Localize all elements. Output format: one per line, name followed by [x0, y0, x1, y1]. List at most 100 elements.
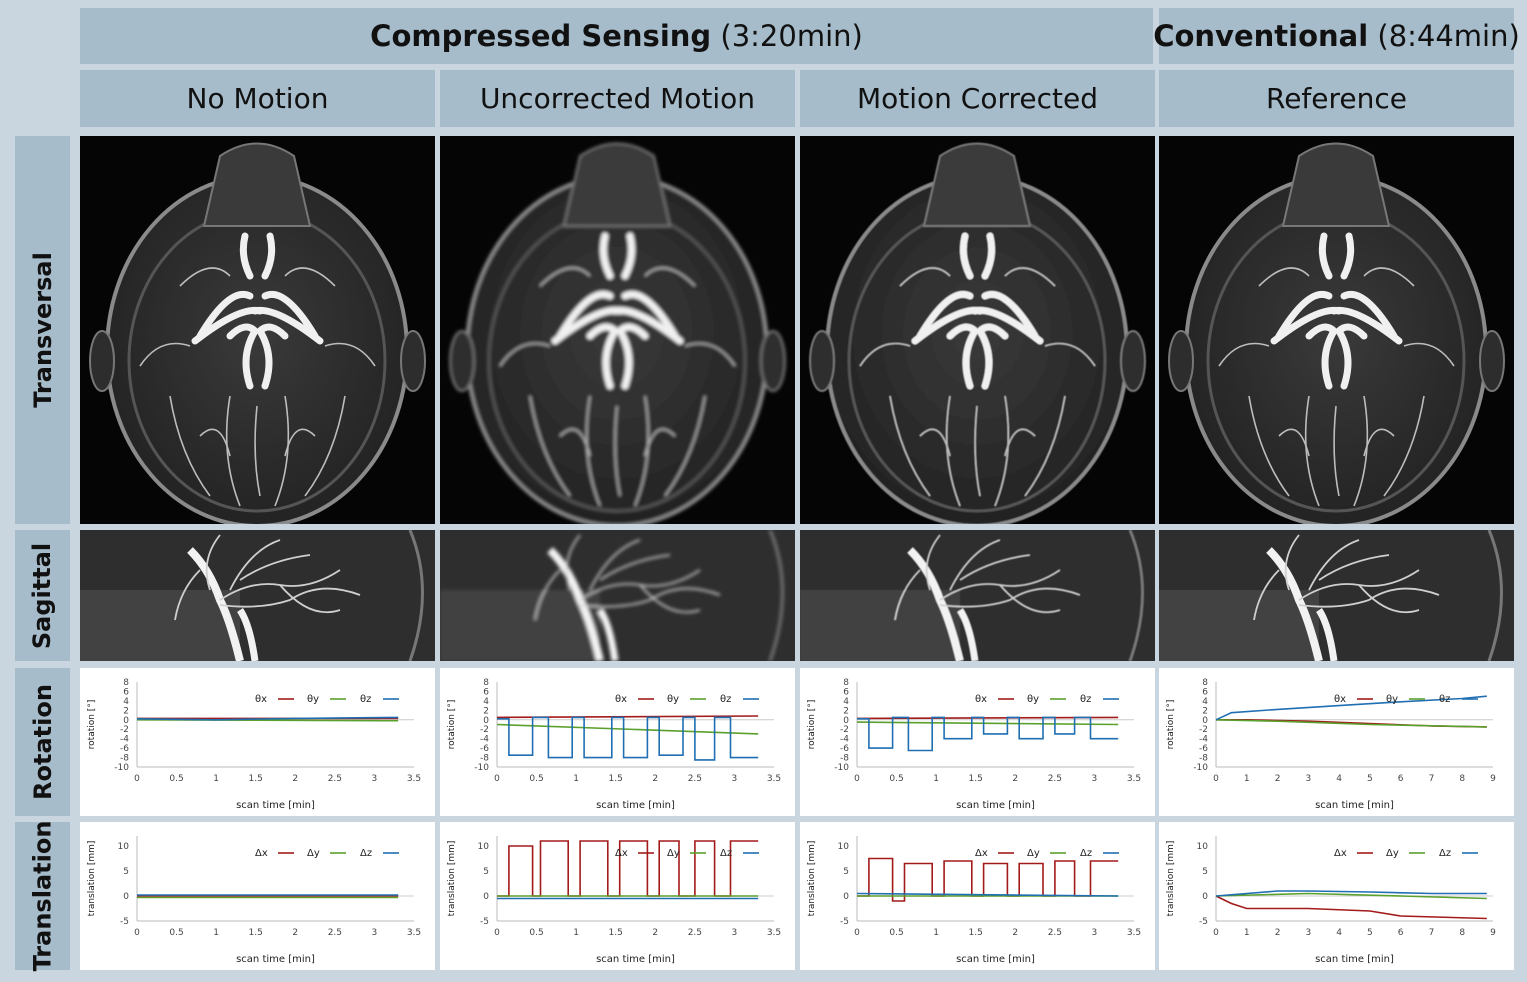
transversal-image-no-motion — [80, 136, 435, 524]
y-tick-label: -6 — [120, 744, 129, 754]
legend-label: θx — [1334, 694, 1346, 705]
legend-label: θz — [1439, 694, 1450, 705]
x-tick-label: 0 — [854, 774, 860, 784]
series-line-θy — [496, 723, 759, 735]
y-axis-label: rotation [°] — [807, 700, 817, 750]
x-axis-label: scan time [min] — [956, 954, 1035, 965]
x-tick-label: 3.5 — [1127, 774, 1141, 784]
x-tick-label: 2 — [1275, 928, 1281, 938]
y-tick-label: 6 — [1202, 687, 1208, 697]
x-tick-label: 0.5 — [169, 774, 183, 784]
legend-label: Δz — [360, 848, 372, 859]
legend-label: θz — [720, 694, 731, 705]
legend-label: Δx — [615, 848, 628, 859]
row-label-transversal: Transversal — [15, 136, 70, 524]
x-tick-label: 2 — [652, 774, 658, 784]
y-axis-label: translation [mm] — [87, 841, 97, 917]
x-tick-label: 2.5 — [328, 774, 342, 784]
legend-label: Δx — [975, 848, 988, 859]
x-tick-label: 2.5 — [1048, 928, 1062, 938]
x-tick-label: 0 — [854, 928, 860, 938]
x-tick-label: 0 — [134, 774, 140, 784]
column-header-no-motion: No Motion — [80, 70, 435, 127]
y-tick-label: -10 — [114, 763, 129, 773]
y-tick-label: 8 — [843, 678, 849, 688]
legend-label: θz — [360, 694, 371, 705]
x-tick-label: 6 — [1398, 928, 1404, 938]
x-tick-label: 0.5 — [529, 774, 543, 784]
rotation-plot-uncorrected-motion: 8 6 4 2 0 -2 -4 -6 -8 -10 0 0.5 1 1.5 2 2.5 3 3.5 scan tim… — [440, 668, 795, 816]
y-tick-label: -4 — [1199, 735, 1208, 745]
x-tick-label: 2 — [1275, 774, 1281, 784]
y-tick-label: -2 — [1199, 725, 1208, 735]
x-tick-label: 2 — [652, 928, 658, 938]
x-axis-label: scan time [min] — [1315, 954, 1394, 965]
transversal-image-uncorrected-motion — [440, 136, 795, 524]
y-tick-label: 8 — [123, 678, 129, 688]
rotation-plot-no-motion: 8 6 4 2 0 -2 -4 -6 -8 -10 0 0.5 1 1.5 2 2.5 3 3.5 scan tim… — [80, 668, 435, 816]
y-tick-label: -10 — [1193, 763, 1208, 773]
y-tick-label: 6 — [843, 687, 849, 697]
translation-plot-motion-corrected: 10 5 0 -5 0 0.5 1 1.5 2 2.5 3 3.5 scan time [min] tra… — [800, 822, 1155, 970]
x-tick-label: 1 — [573, 774, 579, 784]
x-tick-label: 1.5 — [609, 928, 623, 938]
x-tick-label: 3 — [1092, 928, 1098, 938]
row-label-sagittal: Sagittal — [15, 530, 70, 661]
sagittal-image-uncorrected-motion — [440, 530, 795, 661]
x-tick-label: 3.5 — [407, 774, 421, 784]
y-tick-label: 6 — [483, 687, 489, 697]
compressed-sensing-title: Compressed Sensing — [370, 19, 712, 53]
y-tick-label: -8 — [480, 754, 489, 764]
x-tick-label: 3.5 — [767, 928, 781, 938]
x-tick-label: 8 — [1459, 928, 1465, 938]
y-tick-label: -4 — [480, 735, 489, 745]
series-line-Δx — [857, 857, 1119, 902]
rotation-plot-motion-corrected: 8 6 4 2 0 -2 -4 -6 -8 -10 0 0.5 1 1.5 2 2.5 3 3.5 scan tim… — [800, 668, 1155, 816]
x-tick-label: 2.5 — [328, 928, 342, 938]
y-tick-label: -4 — [120, 735, 129, 745]
y-tick-label: 0 — [123, 892, 129, 902]
y-tick-label: 4 — [123, 697, 129, 707]
x-tick-label: 0 — [494, 928, 500, 938]
x-tick-label: 2.5 — [1048, 774, 1062, 784]
legend-label: Δz — [1080, 848, 1092, 859]
translation-plot-no-motion: 10 5 0 -5 0 0.5 1 1.5 2 2.5 3 3.5 scan time [min] tra… — [80, 822, 435, 970]
x-tick-label: 1.5 — [249, 774, 263, 784]
x-tick-label: 1 — [213, 928, 219, 938]
y-tick-label: -2 — [840, 725, 849, 735]
y-tick-label: 2 — [843, 706, 849, 716]
y-tick-label: 0 — [1202, 892, 1208, 902]
x-tick-label: 1.5 — [969, 774, 983, 784]
sagittal-image-motion-corrected — [800, 530, 1155, 661]
series-line-θz — [136, 716, 399, 721]
legend-label: Δy — [1027, 848, 1040, 859]
x-tick-label: 2 — [1012, 774, 1018, 784]
y-tick-label: 10 — [118, 842, 130, 852]
x-tick-label: 1 — [573, 928, 579, 938]
legend-label: Δz — [720, 848, 732, 859]
x-tick-label: 0 — [1213, 774, 1219, 784]
y-tick-label: 10 — [838, 842, 850, 852]
column-header-motion-corrected: Motion Corrected — [800, 70, 1155, 127]
column-header-reference: Reference — [1159, 70, 1514, 127]
transversal-image-motion-corrected — [800, 136, 1155, 524]
x-axis-label: scan time [min] — [596, 800, 675, 811]
legend-label: θx — [255, 694, 267, 705]
y-tick-label: -4 — [840, 735, 849, 745]
legend-label: θy — [307, 694, 319, 705]
y-tick-label: 8 — [483, 678, 489, 688]
y-tick-label: -10 — [834, 763, 849, 773]
sagittal-image-reference — [1159, 530, 1514, 661]
x-tick-label: 2 — [1012, 928, 1018, 938]
y-tick-label: -8 — [840, 754, 849, 764]
legend-label: Δz — [1439, 848, 1451, 859]
legend-label: Δy — [307, 848, 320, 859]
x-tick-label: 1 — [933, 928, 939, 938]
y-tick-label: 4 — [843, 697, 849, 707]
x-tick-label: 9 — [1490, 774, 1496, 784]
x-tick-label: 2.5 — [688, 774, 702, 784]
series-line-Δz — [1215, 890, 1487, 897]
x-tick-label: 3.5 — [767, 774, 781, 784]
y-tick-label: 0 — [843, 892, 849, 902]
x-tick-label: 0 — [1213, 928, 1219, 938]
